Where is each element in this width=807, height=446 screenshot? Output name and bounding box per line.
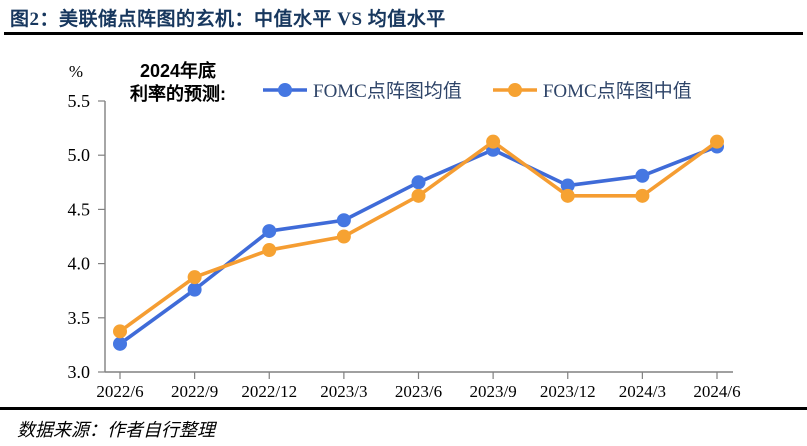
legend-item-0: FOMC点阵图均值	[262, 76, 462, 103]
footer-divider	[0, 407, 807, 410]
data-point	[635, 188, 650, 203]
data-source-note: 数据来源：作者自行整理	[17, 420, 215, 440]
annotation-line-2: 利率的预测:	[130, 84, 226, 104]
data-point	[113, 336, 127, 351]
x-axis-label: 2022/12	[241, 382, 297, 401]
y-axis-label: 5.0	[68, 145, 91, 165]
data-point	[560, 178, 575, 193]
annotation-line-1: 2024年底	[139, 61, 217, 81]
data-point	[336, 213, 351, 228]
x-axis-label: 2023/3	[320, 382, 367, 401]
data-point	[262, 224, 277, 239]
chart-legend: FOMC点阵图均值 FOMC点阵图中值	[262, 76, 692, 103]
x-axis-label: 2023/12	[540, 382, 596, 401]
data-point	[187, 270, 202, 285]
title-divider	[4, 32, 803, 35]
data-point	[336, 229, 351, 244]
data-point	[113, 324, 127, 339]
x-axis-label: 2023/6	[395, 382, 442, 401]
legend-marker-icon	[263, 82, 307, 97]
legend-label: FOMC点阵图均值	[313, 81, 462, 102]
line-chart: 3.0 3.5 4.0 4.5 5.0 5.5% 2022/6 2022/9 2022/12 20…	[68, 62, 741, 401]
x-axis-label: 2023/9	[470, 382, 517, 401]
x-axis-label: 2024/3	[619, 382, 666, 401]
y-axis-label: 5.5	[68, 91, 91, 111]
y-axis-unit-label: %	[69, 62, 83, 81]
data-point	[486, 134, 501, 149]
x-axis-label: 2022/6	[96, 382, 143, 401]
y-axis-label: 3.5	[68, 308, 91, 328]
figure-title: 图2：美联储点阵图的玄机：中值水平 VS 均值水平	[10, 9, 446, 30]
series-line-1	[118, 139, 719, 334]
data-point	[635, 168, 650, 183]
chart-annotation: 2024年底 利率的预测:	[115, 60, 241, 106]
data-point	[262, 243, 277, 258]
x-axis-label: 2022/9	[171, 382, 218, 401]
legend-item-1: FOMC点阵图中值	[492, 76, 692, 103]
data-point	[187, 282, 202, 297]
data-point	[560, 188, 575, 203]
y-axis-label: 4.5	[68, 199, 91, 219]
legend-label: FOMC点阵图中值	[542, 81, 692, 102]
legend-marker-icon	[492, 82, 537, 97]
y-axis-label: 4.0	[68, 254, 91, 274]
data-point	[411, 175, 426, 190]
y-axis-label: 3.0	[68, 362, 91, 382]
data-point	[710, 134, 724, 149]
chart-area: 3.0 3.5 4.0 4.5 5.0 5.5% 2022/6 2022/9 2022/12 20…	[0, 40, 807, 405]
data-point	[411, 188, 426, 203]
x-axis-label: 2024/6	[693, 382, 740, 401]
